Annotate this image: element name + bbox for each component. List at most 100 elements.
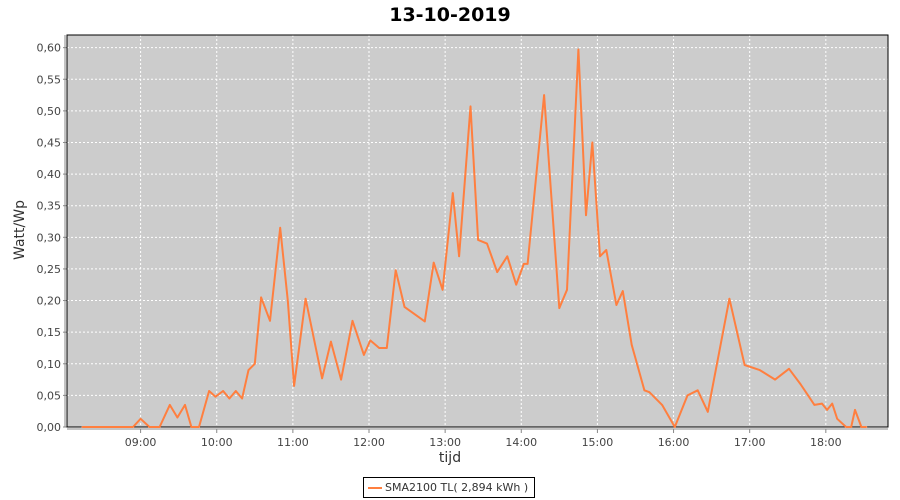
data-point — [728, 297, 731, 300]
data-point — [585, 214, 587, 216]
data-point — [854, 409, 856, 411]
data-point — [674, 426, 676, 428]
data-point — [707, 411, 709, 413]
data-point — [458, 255, 460, 258]
data-point — [208, 390, 210, 392]
chart-title: 13-10-2019 — [389, 4, 511, 26]
y-tick-label: 0,55 — [37, 73, 62, 86]
y-tick-label: 0,05 — [37, 389, 62, 402]
x-tick-label: 18:00 — [810, 436, 842, 449]
data-point — [81, 426, 84, 428]
data-point — [424, 320, 426, 323]
data-point — [279, 227, 281, 229]
x-tick-label: 12:00 — [353, 436, 385, 449]
data-point — [432, 261, 435, 264]
data-point — [860, 426, 863, 428]
y-tick-label: 0,15 — [37, 326, 62, 339]
data-point — [615, 304, 618, 306]
data-point — [222, 390, 224, 392]
data-point — [241, 397, 243, 400]
x-tick-label: 14:00 — [505, 436, 537, 449]
y-tick-label: 0,20 — [37, 295, 62, 308]
data-point — [190, 426, 193, 428]
x-tick-label: 15:00 — [582, 436, 614, 449]
data-point — [845, 426, 847, 428]
data-point — [523, 263, 525, 265]
y-axis-label: Watt/Wp — [12, 200, 28, 260]
x-tick-label: 11:00 — [277, 436, 309, 449]
data-point — [836, 417, 839, 420]
data-point — [515, 283, 518, 286]
x-tick-label: 17:00 — [734, 436, 766, 449]
y-tick-label: 0,50 — [37, 105, 62, 118]
y-tick-label: 0,40 — [37, 168, 62, 181]
x-axis-label: tijd — [438, 450, 462, 466]
data-point — [486, 242, 488, 245]
data-point — [184, 404, 186, 406]
data-point — [158, 426, 161, 428]
y-tick-label: 0,35 — [37, 200, 62, 213]
data-point — [330, 340, 332, 343]
data-point — [228, 397, 231, 400]
plot-border — [66, 34, 889, 428]
data-point — [469, 105, 472, 108]
data-point — [577, 48, 580, 51]
data-point — [850, 426, 853, 428]
y-tick-label: 0,45 — [37, 136, 62, 149]
data-point — [558, 307, 561, 309]
y-tick-label: 0,00 — [37, 421, 62, 434]
data-point — [148, 426, 151, 428]
data-point — [696, 389, 699, 392]
x-tick-label: 16:00 — [658, 436, 690, 449]
data-point — [543, 94, 545, 96]
legend: SMA2100 TL( 2,894 kWh ) — [363, 477, 536, 498]
y-tick-label: 0,60 — [37, 42, 62, 55]
data-point — [807, 394, 809, 397]
data-point — [831, 402, 833, 405]
data-point — [351, 319, 354, 322]
data-point — [643, 389, 646, 392]
data-point — [621, 290, 624, 292]
data-point — [254, 362, 256, 365]
data-point — [826, 409, 828, 411]
data-point — [286, 299, 289, 302]
data-point — [260, 296, 262, 299]
data-point — [176, 416, 179, 419]
data-point — [774, 378, 776, 381]
data-point — [496, 271, 498, 273]
data-point — [788, 368, 790, 370]
data-point — [743, 364, 746, 366]
data-point — [369, 339, 372, 342]
data-point — [214, 395, 217, 398]
data-point — [821, 402, 823, 405]
data-point — [132, 426, 134, 428]
data-point — [599, 255, 601, 258]
y-tick-label: 0,25 — [37, 263, 62, 276]
x-tick-label: 10:00 — [201, 436, 233, 449]
data-point — [799, 383, 802, 385]
data-point — [661, 404, 663, 406]
data-point — [813, 404, 816, 406]
data-point — [269, 319, 271, 322]
data-point — [403, 306, 406, 308]
data-point — [293, 385, 295, 387]
data-point — [865, 426, 868, 428]
data-point — [198, 426, 200, 428]
data-point — [648, 391, 651, 394]
x-tick-label: 09:00 — [125, 436, 157, 449]
data-point — [234, 390, 237, 392]
data-point — [394, 269, 397, 272]
data-point — [759, 369, 761, 371]
y-tick-label: 0,10 — [37, 358, 62, 371]
data-point — [526, 263, 529, 265]
data-point — [605, 249, 608, 251]
data-point — [686, 394, 689, 397]
data-point — [340, 378, 342, 381]
data-point — [304, 297, 307, 300]
data-point — [378, 347, 380, 349]
legend-label: SMA2100 TL( 2,894 kWh ) — [385, 481, 529, 494]
data-point — [566, 289, 568, 291]
data-point — [451, 192, 454, 194]
x-tick-label: 13:00 — [429, 436, 461, 449]
